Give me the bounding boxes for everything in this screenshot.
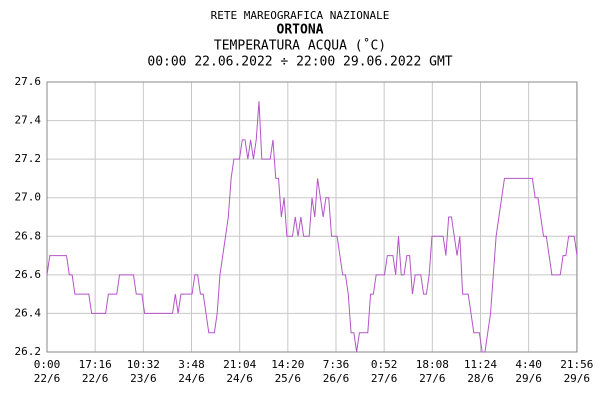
y-axis-label: TEMPERATURA ACQUA (˚C) — [214, 38, 386, 54]
y-tick-label: 26.6 — [15, 268, 42, 281]
y-tick-label: 27.2 — [15, 152, 42, 165]
x-tick-label: 7:36 — [323, 358, 350, 371]
x-tick-date: 24/6 — [178, 372, 205, 385]
x-tick-label: 14:20 — [271, 358, 304, 371]
x-tick-label: 0:00 — [34, 358, 61, 371]
y-tick-label: 26.4 — [15, 306, 42, 319]
y-tick-label: 27.4 — [15, 114, 42, 127]
x-tick-label: 21:04 — [223, 358, 256, 371]
chart-subtitle: ORTONA — [277, 23, 324, 38]
x-tick-date: 29/6 — [564, 372, 591, 385]
x-tick-date: 23/6 — [130, 372, 157, 385]
x-tick-date: 28/6 — [467, 372, 494, 385]
x-tick-date: 27/6 — [419, 372, 446, 385]
plot-frame — [46, 81, 578, 353]
x-tick-date: 22/6 — [82, 372, 109, 385]
period-label: 00:00 22.06.2022 ÷ 22:00 29.06.2022 GMT — [147, 55, 452, 70]
x-tick-date: 22/6 — [34, 372, 61, 385]
x-tick-date: 25/6 — [275, 372, 302, 385]
x-tick-date: 26/6 — [323, 372, 350, 385]
x-tick-label: 11:24 — [464, 358, 497, 371]
y-tick-label: 26.2 — [15, 345, 42, 358]
x-tick-date: 29/6 — [515, 372, 542, 385]
y-tick-label: 27.0 — [15, 191, 42, 204]
y-tick-label: 27.6 — [15, 75, 42, 88]
x-tick-label: 21:56 — [560, 358, 593, 371]
x-tick-label: 3:48 — [178, 358, 205, 371]
x-tick-label: 0:52 — [371, 358, 398, 371]
x-tick-label: 18:08 — [416, 358, 449, 371]
x-tick-label: 10:32 — [127, 358, 160, 371]
x-tick-date: 24/6 — [226, 372, 253, 385]
x-tick-date: 27/6 — [371, 372, 398, 385]
y-tick-label: 26.8 — [15, 229, 42, 242]
data-line — [46, 101, 578, 353]
chart-title: RETE MAREOGRAFICA NAZIONALE — [211, 9, 390, 22]
x-tick-label: 4:40 — [515, 358, 542, 371]
x-tick-label: 17:16 — [79, 358, 112, 371]
